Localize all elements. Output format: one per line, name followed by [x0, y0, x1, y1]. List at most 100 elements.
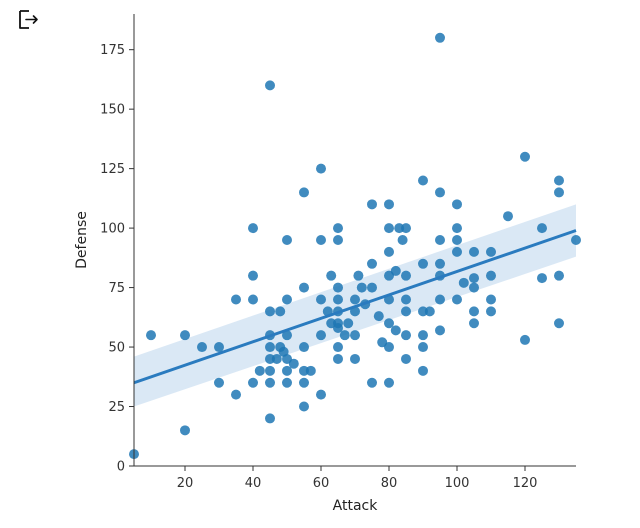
x-axis-label: Attack: [333, 498, 379, 514]
data-point: [231, 294, 241, 305]
data-point: [333, 282, 343, 293]
data-point: [316, 163, 326, 174]
y-tick-label: 75: [108, 281, 125, 296]
data-point: [384, 223, 394, 234]
x-tick-label: 100: [445, 476, 470, 491]
data-point: [214, 377, 224, 388]
data-point: [282, 365, 292, 376]
data-point: [356, 282, 367, 293]
x-tick-label: 80: [381, 476, 398, 491]
y-tick-label: 125: [100, 162, 125, 177]
data-point: [265, 413, 275, 424]
y-tick-label: 150: [100, 103, 125, 118]
data-point: [282, 377, 292, 388]
data-point: [554, 187, 564, 198]
data-point: [571, 235, 581, 245]
data-point: [401, 330, 411, 341]
y-axis-label: Defense: [74, 211, 90, 269]
y-tick-label: 100: [100, 222, 125, 237]
data-point: [401, 223, 411, 234]
x-tick-label: 120: [513, 476, 538, 491]
data-point: [397, 235, 408, 245]
data-point: [554, 175, 564, 186]
data-point: [248, 223, 258, 234]
data-point: [537, 273, 547, 284]
data-point: [231, 389, 241, 400]
data-point: [390, 325, 401, 336]
data-point: [452, 246, 462, 257]
data-point: [333, 353, 343, 364]
data-point: [554, 270, 564, 281]
data-point: [554, 318, 564, 329]
data-point: [333, 235, 343, 245]
data-point: [384, 342, 394, 353]
data-point: [265, 80, 275, 91]
data-point: [339, 330, 350, 341]
data-point: [299, 187, 309, 198]
data-point: [424, 306, 435, 317]
data-point: [458, 277, 469, 288]
data-point: [350, 330, 360, 341]
data-point: [390, 265, 401, 276]
data-point: [333, 223, 343, 234]
data-point: [435, 258, 445, 269]
data-point: [299, 282, 309, 293]
data-point: [367, 282, 377, 293]
data-point: [248, 294, 258, 305]
data-point: [333, 342, 343, 353]
regression-line: [133, 229, 577, 385]
data-point: [333, 323, 343, 334]
data-point: [326, 270, 337, 281]
data-point: [469, 282, 479, 293]
data-point: [401, 306, 411, 317]
data-point: [486, 270, 496, 281]
data-point: [353, 270, 364, 281]
data-point: [316, 389, 326, 400]
data-point: [299, 401, 309, 412]
data-point: [146, 330, 156, 341]
data-point: [316, 235, 326, 245]
data-point: [282, 330, 292, 341]
data-point: [350, 294, 360, 305]
data-point: [265, 365, 275, 376]
data-point: [373, 311, 384, 322]
data-point: [452, 199, 462, 210]
data-point: [435, 187, 445, 198]
data-point: [384, 199, 394, 210]
y-tick-label: 50: [108, 341, 125, 356]
data-point: [384, 246, 394, 257]
data-point: [299, 342, 309, 353]
data-point: [435, 325, 445, 336]
data-point: [254, 365, 265, 376]
export-icon[interactable]: [16, 9, 40, 31]
data-point: [265, 377, 275, 388]
x-tick-label: 40: [245, 476, 262, 491]
data-point: [333, 294, 343, 305]
data-point: [520, 334, 530, 345]
data-point: [435, 294, 445, 305]
y-tick-label: 175: [100, 43, 125, 58]
data-point: [418, 365, 428, 376]
data-point: [271, 353, 282, 364]
data-point: [418, 330, 428, 341]
data-point: [384, 318, 394, 329]
data-point: [452, 223, 462, 234]
data-point: [367, 258, 377, 269]
data-point: [180, 425, 190, 436]
data-point: [418, 175, 428, 186]
data-point: [305, 365, 316, 376]
data-point: [503, 211, 513, 222]
data-point: [469, 306, 479, 317]
data-point: [401, 294, 411, 305]
x-tick-label: 20: [177, 476, 194, 491]
data-point: [316, 294, 326, 305]
data-point: [520, 151, 530, 162]
data-point: [469, 273, 479, 284]
data-point: [452, 294, 462, 305]
data-point: [214, 342, 224, 353]
data-point: [452, 235, 462, 245]
y-tick-label: 0: [117, 460, 125, 475]
x-tick-label: 60: [313, 476, 330, 491]
data-point: [180, 330, 190, 341]
